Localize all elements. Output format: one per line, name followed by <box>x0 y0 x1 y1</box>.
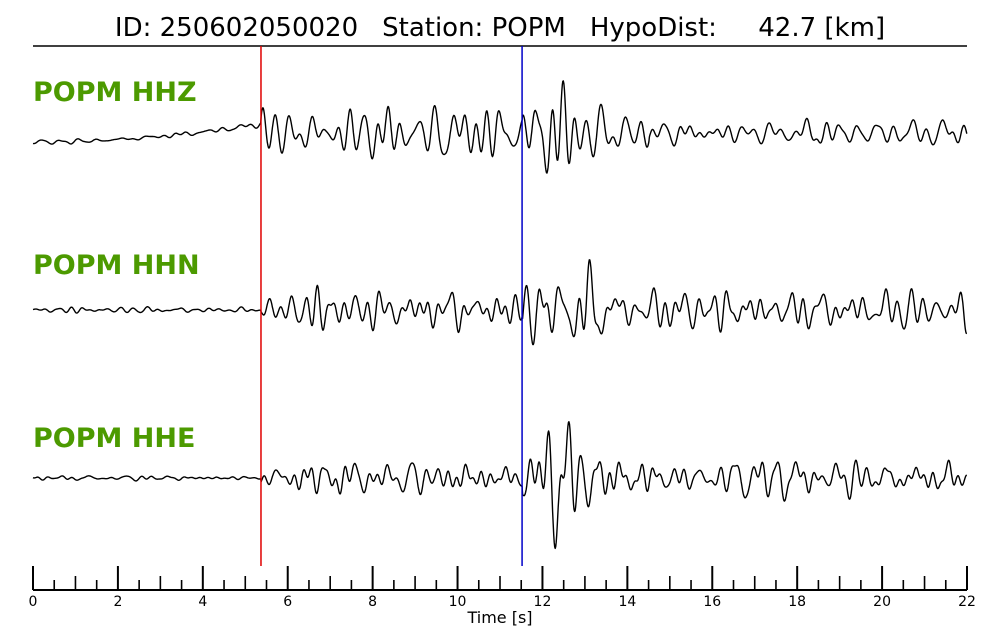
trace-panel-hhe: POPM HHE <box>32 421 968 550</box>
trace-panel-hhz: POPM HHZ <box>32 77 968 174</box>
channel-label-hhn: POPM HHN <box>33 250 200 281</box>
title-id: ID: 250602050020 <box>115 13 358 43</box>
tick-label: 16 <box>703 594 721 610</box>
tick-label: 2 <box>113 594 122 610</box>
trace-panel-hhn: POPM HHN <box>32 250 968 346</box>
tick-label: 10 <box>449 594 467 610</box>
tick-label: 22 <box>958 594 976 610</box>
tick-label: 12 <box>534 594 552 610</box>
tick-label: 8 <box>368 594 377 610</box>
tick-label: 20 <box>873 594 891 610</box>
channel-label-hhz: POPM HHZ <box>33 77 197 108</box>
title-hypodist: HypoDist: 42.7 [km] <box>590 13 885 43</box>
x-axis-tick-labels: 0 2 4 6 8 10 12 14 16 18 20 22 <box>29 594 976 610</box>
tick-label: 14 <box>618 594 636 610</box>
channel-label-hhe: POPM HHE <box>33 423 195 454</box>
tick-label: 18 <box>788 594 806 610</box>
tick-label: 6 <box>283 594 292 610</box>
figure-title: ID: 250602050020 Station: POPM HypoDist: 4… <box>115 13 885 43</box>
trace-hhe <box>32 421 968 550</box>
tick-label: 4 <box>198 594 207 610</box>
x-axis-label: Time [s] <box>466 608 532 627</box>
x-axis-ticks <box>32 566 968 590</box>
title-station: Station: POPM <box>382 13 566 43</box>
trace-hhn <box>32 259 968 346</box>
tick-label: 0 <box>29 594 38 610</box>
trace-hhz <box>32 80 968 174</box>
